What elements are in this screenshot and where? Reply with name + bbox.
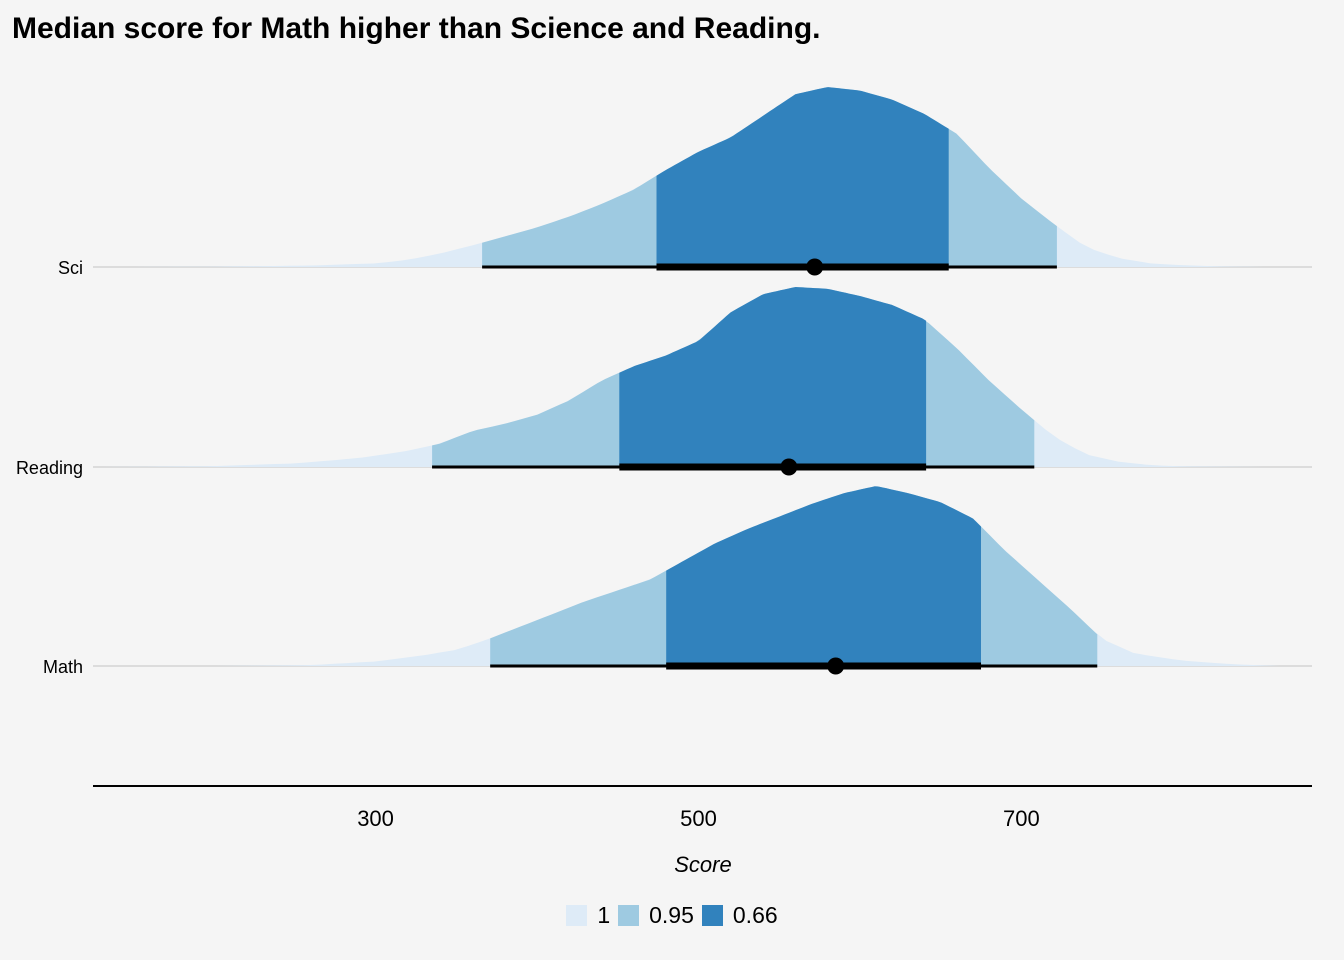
legend-swatch xyxy=(701,905,723,926)
ridges-layer: Sci Reading Math xyxy=(16,87,1312,677)
legend: 1 0.95 0.66 xyxy=(0,902,1344,932)
chart-title: Median score for Math higher than Scienc… xyxy=(12,12,821,45)
x-axis-label: Score xyxy=(674,852,731,877)
legend-label: 1 xyxy=(597,902,611,928)
x-tick-label-700: 700 xyxy=(1003,806,1040,831)
math-density-66 xyxy=(666,486,981,666)
sci-median-point xyxy=(806,258,824,276)
legend-label: 0.66 xyxy=(732,902,778,928)
x-tick-label-300: 300 xyxy=(357,806,394,831)
ridge-reading: Reading xyxy=(16,287,1312,478)
legend-swatch xyxy=(618,905,640,926)
reading-median-point xyxy=(780,458,798,476)
sci-density-66 xyxy=(656,87,949,267)
legend-swatch xyxy=(566,905,588,926)
legend-label: 0.95 xyxy=(649,902,694,928)
ridge-math: Math xyxy=(43,486,1312,677)
reading-density-66 xyxy=(619,287,927,467)
legend-item: 1 xyxy=(566,902,610,929)
legend-item: 0.95 xyxy=(618,902,694,929)
x-tick-label-500: 500 xyxy=(680,806,717,831)
y-tick-label-reading: Reading xyxy=(16,458,83,478)
ridge-sci: Sci xyxy=(58,87,1312,278)
y-tick-label-math: Math xyxy=(43,657,83,677)
x-ticks-layer: 300 500 700 xyxy=(357,806,1040,831)
y-tick-label-sci: Sci xyxy=(58,258,83,278)
math-median-point xyxy=(827,657,845,675)
legend-item: 0.66 xyxy=(701,902,778,929)
